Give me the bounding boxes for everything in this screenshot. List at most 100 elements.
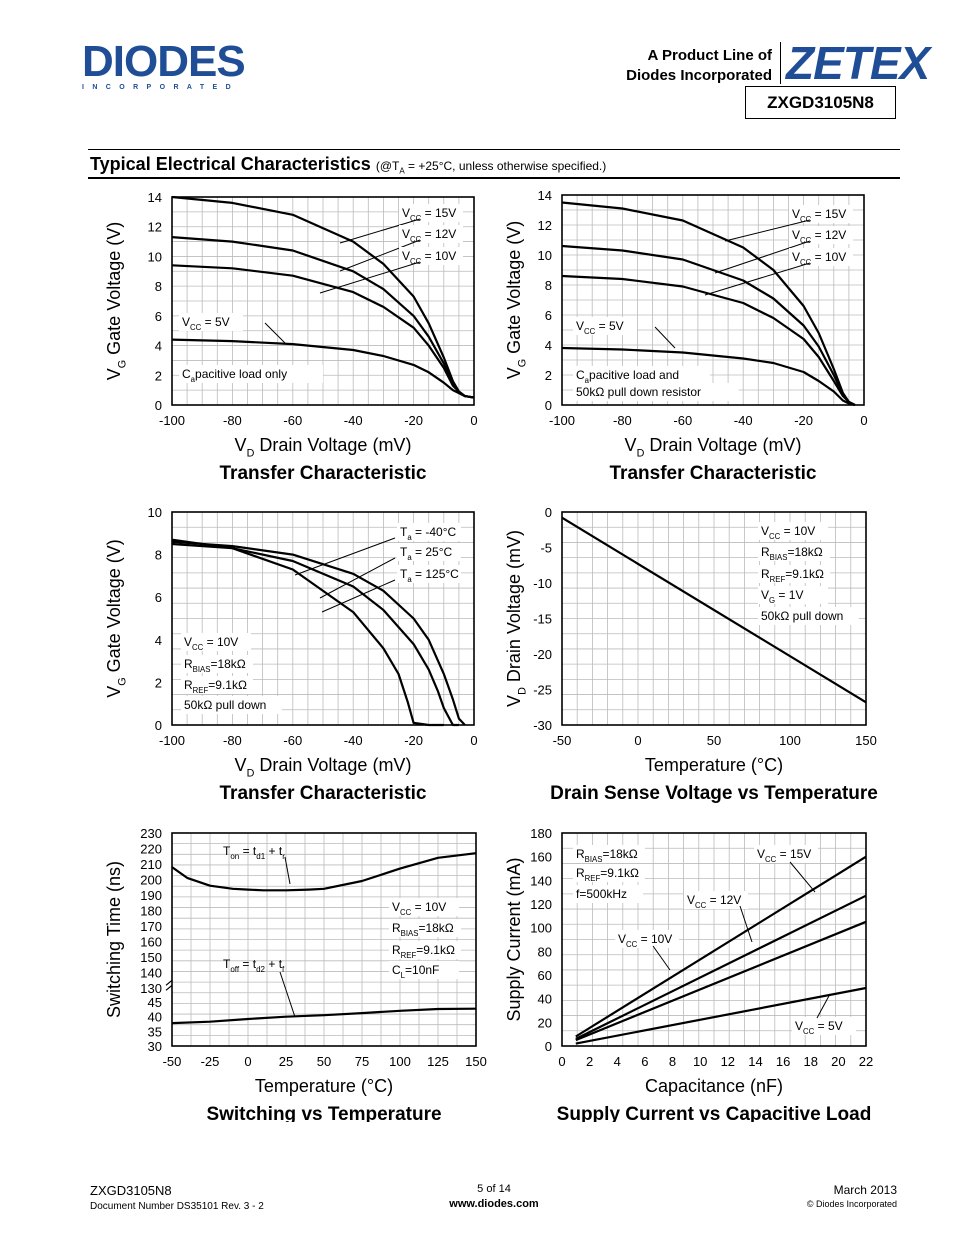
y-tick-label: 10 [148, 505, 162, 520]
x-tick-label: 50 [317, 1054, 331, 1069]
series-label-bg [615, 930, 679, 948]
chart-annotation: RREF=9.1kΩ [392, 943, 455, 960]
series-label-bg [397, 543, 461, 561]
chart-annotation: RBIAS=18kΩ [392, 921, 454, 938]
annotation-bg [181, 655, 253, 673]
series-label-leader [339, 218, 421, 244]
series-label: VCC = 12V [792, 228, 846, 245]
x-tick-label: -80 [223, 413, 242, 428]
x-tick-label: 150 [855, 733, 877, 748]
series-label-bg [399, 247, 463, 265]
annotation-bg [573, 366, 710, 384]
y-axis-title: VD Drain Voltage (mV) [504, 530, 528, 707]
series-label-leader [789, 861, 816, 893]
x-tick-label: -100 [159, 733, 185, 748]
y-tick-label: 10 [148, 249, 162, 264]
y-axis-title: VG Gate Voltage (V) [104, 222, 128, 381]
x-tick-label: 10 [693, 1054, 707, 1069]
chart-title: Drain Sense Voltage vs Temperature [550, 783, 878, 804]
annotation-bg [573, 864, 645, 882]
x-axis-title: VD Drain Voltage (mV) [625, 435, 802, 459]
series-label-bg [789, 248, 853, 266]
series-line [171, 338, 475, 399]
chart-annotation: Capacitive load only [182, 367, 287, 384]
y-tick-label: 160 [140, 935, 162, 950]
section-title: Typical Electrical Characteristics (@TA … [90, 154, 606, 175]
x-tick-label: -80 [613, 413, 632, 428]
annotation-bg [758, 607, 859, 625]
series-label-leader [654, 326, 676, 349]
series-label-bg [399, 225, 463, 243]
series-line [561, 274, 856, 406]
y-tick-label: 190 [140, 888, 162, 903]
y-tick-label: 60 [538, 968, 552, 983]
footer-date: March 2013 [833, 1183, 897, 1197]
series-line [561, 346, 856, 407]
y-tick-label: 220 [140, 842, 162, 857]
y-tick-label: 8 [155, 279, 162, 294]
y-tick-label: 230 [140, 826, 162, 841]
chart-annotation: VCC = 10V [761, 524, 815, 541]
series-label-leader [652, 945, 671, 971]
y-tick-label: 100 [530, 921, 552, 936]
series-label: Ta = 125°C [400, 567, 459, 584]
series-label: VCC = 5V [795, 1019, 843, 1036]
y-tick-label: 30 [148, 1039, 162, 1054]
annotation-bg [758, 543, 830, 561]
series-label: VCC = 15V [757, 847, 811, 864]
x-tick-label: 150 [465, 1054, 487, 1069]
series-label-leader [264, 322, 286, 344]
series-line [561, 516, 867, 704]
plot-frame [561, 194, 865, 406]
annotation-bg [758, 522, 828, 540]
annotation-bg [573, 383, 739, 401]
plot-frame [171, 511, 475, 726]
y-tick-label: -30 [533, 718, 552, 733]
y-tick-label: 45 [148, 995, 162, 1010]
part-number-box: ZXGD3105N8 [745, 86, 896, 119]
chart-annotation: RBIAS=18kΩ [761, 545, 823, 562]
series-line [575, 986, 867, 1045]
section-rule [88, 177, 900, 179]
series-label-leader [704, 262, 811, 296]
x-tick-label: 0 [470, 733, 477, 748]
series-line [171, 852, 477, 892]
header-divider [780, 42, 781, 84]
x-tick-label: -60 [673, 413, 692, 428]
series-label-leader [319, 557, 396, 599]
transfer-characteristic-chart-1: -100 -80 -60 -40 -20 0 0 2 4 6 8 10 12 14 VD Drain Vol… [104, 190, 478, 483]
y-tick-label: 12 [538, 218, 552, 233]
y-tick-label: 120 [530, 897, 552, 912]
y-tick-label: 80 [538, 944, 552, 959]
chart-annotation: 50kΩ pull down [184, 698, 266, 712]
y-tick-label: 4 [155, 633, 162, 648]
chart-annotation: VCC = 10V [392, 900, 446, 917]
series-label-leader [284, 856, 291, 885]
x-tick-label: 14 [748, 1054, 762, 1069]
chart-annotation: Capacitive load and [576, 368, 679, 385]
series-label: Ta = 25°C [400, 545, 453, 562]
y-tick-label: 140 [140, 966, 162, 981]
plot-frame [561, 511, 867, 726]
annotation-bg [389, 941, 461, 959]
y-tick-label: 20 [538, 1015, 552, 1030]
chart-title: Switching vs Temperature [206, 1104, 441, 1122]
x-tick-label: -100 [159, 413, 185, 428]
y-tick-label: 14 [538, 188, 552, 203]
series-label-leader [739, 905, 753, 943]
y-tick-label: 35 [148, 1024, 162, 1039]
y-tick-label: 0 [155, 398, 162, 413]
x-tick-label: 25 [279, 1054, 293, 1069]
chart-annotation: RBIAS=18kΩ [184, 657, 246, 674]
x-tick-label: -20 [404, 413, 423, 428]
y-tick-label: 12 [148, 220, 162, 235]
footer-url[interactable]: www.diodes.com [449, 1198, 539, 1210]
series-line [575, 894, 867, 1040]
x-tick-label: -20 [794, 413, 813, 428]
y-tick-label: 160 [530, 850, 552, 865]
drain-sense-voltage-chart: -50 0 50 100 150 0 -5 -10 -15 -20 -25 -30 Temperatur… [504, 505, 878, 804]
series-label: VCC = 12V [402, 227, 456, 244]
chart-annotation: f=500kHz [576, 887, 627, 901]
series-label: Toff = td2 + tf [223, 957, 285, 974]
product-line-1: A Product Line of [647, 47, 772, 64]
